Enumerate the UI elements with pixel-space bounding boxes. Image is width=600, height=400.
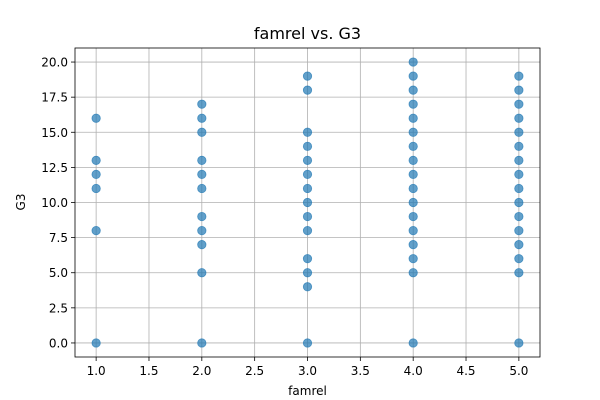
x-tick-label: 5.0 (509, 364, 528, 378)
scatter-point (408, 338, 418, 348)
y-axis-label: G3 (14, 194, 28, 211)
y-tick-label: 17.5 (41, 91, 68, 105)
scatter-point (302, 211, 313, 222)
scatter-point (197, 225, 207, 236)
y-tick-label: 2.5 (49, 301, 68, 315)
scatter-point (302, 155, 313, 165)
scatter-point (514, 85, 524, 95)
scatter-point (91, 183, 101, 194)
scatter-point (514, 254, 524, 264)
x-tick-label: 4.0 (404, 364, 423, 378)
scatter-point (514, 141, 524, 151)
data-points (91, 57, 524, 348)
x-tick-label: 3.0 (298, 364, 317, 378)
scatter-point (408, 197, 418, 208)
x-tick-label: 2.0 (192, 364, 211, 378)
scatter-point (197, 169, 207, 180)
scatter-point (408, 85, 418, 95)
scatter-point (408, 127, 418, 137)
scatter-point (302, 183, 313, 194)
scatter-point (408, 211, 418, 222)
scatter-point (514, 155, 524, 165)
scatter-point (302, 169, 313, 180)
scatter-point (408, 113, 418, 123)
scatter-point (197, 183, 207, 194)
y-tick-label: 5.0 (49, 266, 68, 280)
scatter-point (514, 99, 524, 109)
scatter-point (514, 71, 524, 81)
scatter-point (408, 155, 418, 165)
scatter-point (91, 155, 101, 165)
scatter-point (302, 141, 313, 151)
scatter-point (408, 268, 418, 278)
scatter-point (197, 99, 207, 109)
scatter-point (197, 155, 207, 165)
scatter-point (302, 254, 313, 264)
scatter-point (408, 183, 418, 194)
scatter-point (514, 240, 524, 250)
y-axis-ticks: 0.0 2.5 5.0 7.5 10.0 12.5 15.0 17.5 20.0 (41, 56, 75, 350)
scatter-point (514, 127, 524, 137)
scatter-point (302, 338, 313, 348)
x-tick-label: 3.5 (351, 364, 370, 378)
y-tick-label: 0.0 (49, 336, 68, 350)
scatter-point (514, 268, 524, 278)
scatter-point (302, 127, 313, 137)
scatter-point (408, 71, 418, 81)
scatter-point (514, 113, 524, 123)
scatter-point (514, 197, 524, 208)
scatter-point (91, 338, 101, 348)
scatter-point (514, 183, 524, 194)
chart-title: famrel vs. G3 (254, 24, 361, 43)
scatter-point (197, 113, 207, 123)
scatter-point (197, 127, 207, 137)
x-axis-label: famrel (288, 384, 327, 398)
y-tick-label: 10.0 (41, 196, 68, 210)
scatter-point (408, 57, 418, 67)
scatter-point (302, 197, 313, 208)
scatter-point (408, 99, 418, 109)
x-tick-label: 4.5 (456, 364, 475, 378)
scatter-point (302, 85, 313, 95)
scatter-point (197, 240, 207, 250)
scatter-point (197, 268, 207, 278)
scatter-point (408, 225, 418, 236)
x-tick-label: 1.5 (139, 364, 158, 378)
y-tick-label: 12.5 (41, 161, 68, 175)
scatter-point (91, 113, 101, 123)
scatter-point (91, 225, 101, 236)
scatter-point (514, 211, 524, 222)
scatter-point (408, 254, 418, 264)
y-tick-label: 20.0 (41, 56, 68, 70)
x-axis-ticks: 1.0 1.5 2.0 2.5 3.0 3.5 4.0 4.5 5.0 (87, 357, 528, 378)
y-tick-label: 7.5 (49, 231, 68, 245)
scatter-point (91, 169, 101, 180)
scatter-point (302, 268, 313, 278)
x-tick-label: 2.5 (245, 364, 264, 378)
scatter-point (408, 240, 418, 250)
scatter-point (514, 225, 524, 236)
scatter-point (514, 338, 524, 348)
scatter-point (197, 211, 207, 222)
scatter-point (408, 141, 418, 151)
scatter-point (302, 71, 313, 81)
scatter-point (514, 169, 524, 180)
scatter-point (302, 282, 313, 292)
scatter-point (408, 169, 418, 180)
scatter-point (302, 225, 313, 236)
x-tick-label: 1.0 (87, 364, 106, 378)
y-tick-label: 15.0 (41, 126, 68, 140)
scatter-point (197, 338, 207, 348)
